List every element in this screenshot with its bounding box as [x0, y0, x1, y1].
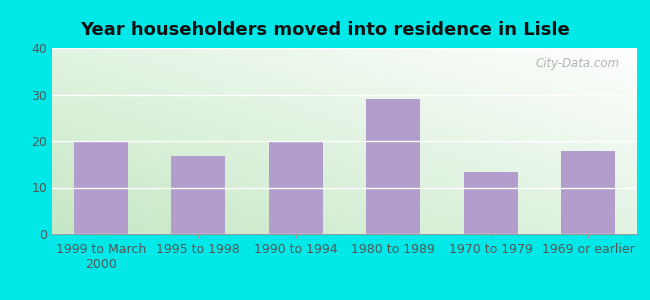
Text: City-Data.com: City-Data.com: [536, 57, 619, 70]
Bar: [562, 151, 615, 234]
Bar: [269, 141, 322, 234]
Bar: [172, 156, 225, 234]
Text: Year householders moved into residence in Lisle: Year householders moved into residence i…: [80, 21, 570, 39]
Bar: [464, 172, 517, 234]
Bar: [74, 141, 127, 234]
Bar: [367, 99, 420, 234]
